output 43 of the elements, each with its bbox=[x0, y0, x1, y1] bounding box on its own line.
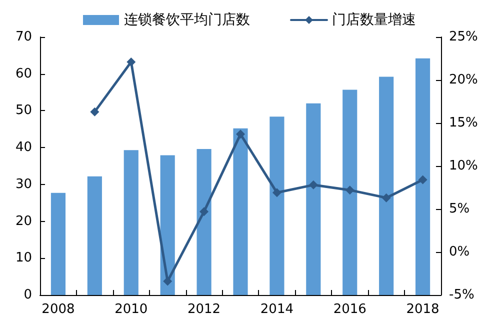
bar bbox=[379, 76, 394, 295]
y2-tick-label: 20% bbox=[449, 72, 478, 88]
bar bbox=[270, 116, 284, 295]
bar bbox=[50, 192, 66, 295]
bar bbox=[196, 149, 212, 295]
bar bbox=[415, 58, 430, 295]
y-tick-label: 50 bbox=[15, 103, 32, 118]
legend-label: 门店数量增速 bbox=[332, 12, 416, 28]
point bbox=[382, 193, 391, 202]
x-tick-label: 2010 bbox=[114, 302, 148, 317]
bar bbox=[233, 128, 248, 295]
y2-tick-label: 10% bbox=[449, 158, 478, 174]
y-tick-label: 10 bbox=[15, 250, 32, 266]
y2-tick-label: 15% bbox=[449, 116, 478, 130]
x-tick-label: 2014 bbox=[260, 302, 294, 317]
bar bbox=[87, 176, 102, 295]
y-tick-label: 70 bbox=[15, 30, 32, 44]
x-tick-label: 2016 bbox=[333, 302, 366, 317]
bar bbox=[160, 155, 175, 295]
y-tick-label: 40 bbox=[15, 140, 32, 156]
y2-tick-label: 5% bbox=[449, 202, 470, 216]
point bbox=[308, 180, 318, 190]
y-tick-label: 20 bbox=[15, 214, 32, 229]
y-tick-label: 60 bbox=[15, 66, 32, 82]
point bbox=[90, 107, 100, 116]
y-tick-label: 30 bbox=[15, 176, 32, 192]
x-tick-label: 2018 bbox=[406, 302, 440, 317]
bar bbox=[124, 150, 138, 295]
point bbox=[200, 207, 209, 216]
y2-tick-label: 25% bbox=[449, 30, 478, 44]
bar bbox=[306, 103, 321, 295]
point bbox=[126, 57, 136, 66]
y-tick-label: 0 bbox=[24, 288, 32, 302]
bar bbox=[342, 90, 358, 295]
point bbox=[345, 186, 354, 195]
y2-tick-label: 0% bbox=[449, 244, 470, 260]
x-tick-label: 2012 bbox=[188, 302, 221, 317]
legend-label: 连锁餐饮平均门店数 bbox=[124, 12, 250, 28]
point bbox=[418, 175, 428, 184]
x-tick-label: 2008 bbox=[42, 302, 75, 317]
y2-tick-label: -5% bbox=[449, 288, 474, 302]
point bbox=[272, 188, 282, 198]
point bbox=[236, 130, 245, 139]
